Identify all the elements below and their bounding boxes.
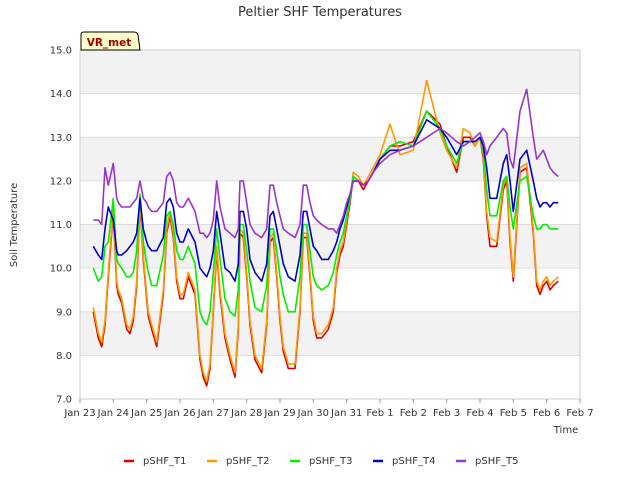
y-tick-label: 10.0: [50, 264, 72, 275]
x-tick-label: Jan 24: [97, 408, 129, 419]
series-lines: [92, 79, 559, 387]
grid-bands: [80, 49, 580, 400]
x-axis: Jan 23 Jan 24 Jan 25 Jan 26 Jan 27 Jan 28 Jan …: [63, 399, 594, 419]
grid-band: [80, 93, 580, 138]
y-tick-label: 15.0: [50, 46, 72, 57]
legend: pSHF_T1 pSHF_T2 pSHF_T3 pSHF_T4 pSHF_T5: [124, 456, 518, 467]
y-tick-label: 13.0: [50, 133, 72, 144]
y-tick-label: 14.0: [50, 89, 72, 100]
y-tick-label: 7.0: [56, 395, 72, 406]
series-line-pshf-t4: [92, 119, 559, 283]
plot-frame: [79, 49, 581, 400]
x-tick-label: Feb 6: [533, 408, 560, 419]
x-axis-label: Time: [553, 425, 578, 436]
series-line-pshf-t5: [93, 88, 559, 239]
y-tick-label: 12.0: [50, 176, 72, 187]
x-tick-label: Jan 29: [263, 408, 295, 419]
x-tick-label: Jan 28: [230, 408, 262, 419]
x-tick-label: Feb 3: [433, 408, 460, 419]
legend-label: pSHF_T4: [392, 456, 435, 467]
x-tick-label: Jan 25: [130, 408, 162, 419]
y-axis-label: Soil Temperature: [9, 183, 20, 268]
legend-label: pSHF_T5: [475, 456, 518, 467]
grid-band: [80, 224, 580, 269]
x-tick-label: Jan 31: [330, 408, 362, 419]
legend-label: pSHF_T2: [226, 456, 269, 467]
grid-band: [80, 137, 580, 181]
x-tick-label: Jan 26: [163, 408, 195, 419]
vr-met-badge: VR_met: [80, 31, 141, 51]
badge-label: VR_met: [87, 37, 132, 49]
chart-title: Peltier SHF Temperatures: [238, 5, 402, 20]
grid-band: [80, 355, 580, 399]
y-tick-label: 11.0: [50, 220, 72, 231]
x-tick-label: Jan 27: [197, 408, 229, 419]
x-tick-label: Feb 5: [500, 408, 527, 419]
x-tick-label: Jan 23: [63, 408, 95, 419]
legend-label: pSHF_T3: [309, 456, 352, 467]
y-axis: 7.0 8.0 9.0 10.0 11.0 12.0 13.0 14.0 15.0: [50, 46, 72, 406]
x-tick-label: Feb 7: [566, 408, 593, 419]
legend-label: pSHF_T1: [143, 456, 186, 467]
x-tick-label: Jan 30: [297, 408, 329, 419]
y-tick-label: 8.0: [56, 351, 72, 362]
grid-band: [80, 268, 580, 312]
y-tick-label: 9.0: [56, 307, 72, 318]
x-tick-label: Feb 4: [466, 408, 493, 419]
x-tick-label: Feb 2: [400, 408, 427, 419]
grid-band: [80, 50, 580, 94]
x-tick-label: Feb 1: [366, 408, 393, 419]
badge-shape: [80, 31, 141, 51]
